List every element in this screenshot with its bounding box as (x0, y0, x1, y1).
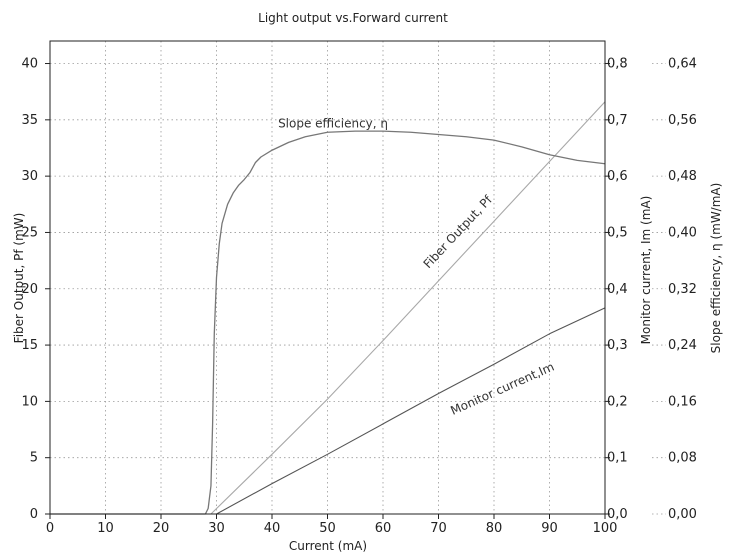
y-right2-axis-label: Slope efficiency, η (mW/mA) (709, 183, 723, 354)
y-left-tick-label: 25 (21, 225, 38, 240)
y-left-tick-label: 40 (21, 57, 38, 72)
x-tick-label: 0 (46, 521, 54, 536)
y-right2-tick-label: 0,16 (668, 394, 697, 409)
y-left-tick-label: 30 (21, 169, 38, 184)
axis-ticks (45, 63, 666, 519)
x-tick-label: 90 (541, 521, 558, 536)
y-left-tick-label: 0 (30, 507, 38, 522)
y-right1-tick-label: 0,5 (607, 225, 628, 240)
x-tick-label: 70 (430, 521, 447, 536)
x-tick-label: 10 (97, 521, 114, 536)
y-right1-tick-label: 0,0 (607, 507, 628, 522)
y-right2-tick-label: 0,32 (668, 282, 697, 297)
annotation-label: Slope efficiency, η (278, 117, 388, 131)
y-left-tick-label: 20 (21, 282, 38, 297)
x-tick-label: 50 (319, 521, 336, 536)
y-right2-tick-label: 0,40 (668, 225, 697, 240)
series-line-monitor-current (50, 307, 606, 515)
y-left-tick-label: 15 (21, 338, 38, 353)
x-axis-label: Current (mA) (289, 539, 367, 553)
series-line-slope-efficiency (50, 130, 606, 515)
y-right1-axis-label: Monitor current, Im (mA) (639, 196, 653, 345)
x-tick-label: 20 (153, 521, 170, 536)
y-right2-tick-label: 0,00 (668, 507, 697, 522)
y-right2-tick-label: 0,24 (668, 338, 697, 353)
chart-title: Light output vs.Forward current (258, 11, 448, 25)
y-left-tick-label: 10 (21, 394, 38, 409)
y-right1-tick-label: 0,2 (607, 394, 628, 409)
y-left-tick-label: 5 (30, 451, 38, 466)
y-right1-tick-label: 0,1 (607, 451, 628, 466)
x-tick-label: 40 (264, 521, 281, 536)
y-right1-tick-label: 0,8 (607, 57, 628, 72)
annotation-label: Monitor current,Im (448, 360, 556, 418)
tick-labels: 0 10 20 30 40 50 60 70 80 90 100 0 5 10 15 20 25 30 35 40 0,… (21, 57, 697, 536)
x-tick-label: 80 (486, 521, 503, 536)
y-right1-tick-label: 0,6 (607, 169, 628, 184)
y-right2-tick-label: 0,64 (668, 57, 697, 72)
x-tick-label: 100 (593, 521, 618, 536)
y-right1-tick-label: 0,4 (607, 282, 628, 297)
x-tick-label: 60 (375, 521, 392, 536)
y-left-axis-label: Fiber Output, Pf (mW) (12, 213, 26, 344)
y-right2-tick-label: 0,56 (668, 113, 697, 128)
y-left-tick-label: 35 (21, 113, 38, 128)
series-line-fiber-output (50, 101, 606, 515)
grid (50, 41, 605, 514)
y-right1-tick-label: 0,3 (607, 338, 628, 353)
y-right1-tick-label: 0,7 (607, 113, 628, 128)
series-layer (50, 101, 606, 515)
y-right2-tick-label: 0,08 (668, 451, 697, 466)
y-right2-tick-label: 0,48 (668, 169, 697, 184)
x-tick-label: 30 (208, 521, 225, 536)
plot-frame (49, 40, 606, 515)
